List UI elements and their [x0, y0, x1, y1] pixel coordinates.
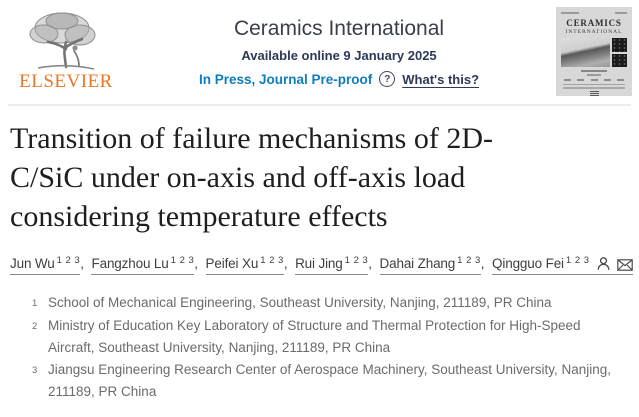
cover-photo-main [561, 38, 610, 67]
author-link-dahai-zhang[interactable]: Dahai Zhang 1 2 3 [379, 255, 481, 275]
affiliation-number: 1 [32, 298, 38, 309]
article-title-line: considering temperature effects [10, 200, 388, 233]
author-separator: , [368, 256, 372, 271]
cover-header-text [561, 12, 627, 14]
author-link-rui-jing[interactable]: Rui Jing 1 2 3 [295, 255, 369, 275]
article-title-line: Transition of failure mechanisms of 2D- [10, 122, 493, 155]
cover-photo [561, 38, 627, 67]
whats-this-link[interactable]: What's this? [402, 71, 480, 87]
author-separator: , [194, 256, 198, 271]
affiliation-text: School of Mechanical Engineering, Southe… [48, 295, 552, 310]
in-press-link[interactable]: In Press, Journal Pre-proof [198, 71, 373, 87]
help-question-icon[interactable]: ? [379, 71, 396, 87]
author-affiliation-sup: 1 2 3 [457, 255, 481, 266]
publication-status-row: In Press, Journal Pre-proof ? What's thi… [122, 71, 556, 87]
author-separator: , [480, 256, 485, 271]
cover-publisher-mark [589, 90, 599, 96]
header-divider [8, 104, 631, 106]
author-affiliation-sup: 1 2 3 [565, 255, 590, 266]
journal-cover-thumbnail[interactable]: CERAMICS INTERNATIONAL [556, 7, 632, 96]
author-link-fangzhou-lu[interactable]: Fangzhou Lu 1 2 3 [91, 255, 195, 275]
affiliation-list: 1 School of Mechanical Engineering, Sout… [0, 292, 639, 403]
author-link-jun-wu[interactable]: Jun Wu 1 2 3 [10, 255, 81, 275]
affiliation-item: 1 School of Mechanical Engineering, Sout… [0, 292, 639, 315]
elsevier-logo[interactable]: ELSEVIER [10, 7, 122, 93]
journal-title-link[interactable]: Ceramics International [233, 17, 445, 40]
author-affiliation-sup: 1 2 3 [170, 255, 195, 266]
author-separator: , [283, 256, 288, 271]
article-title: Transition of failure mechanisms of 2D- … [10, 119, 631, 236]
affiliation-number: 2 [32, 321, 38, 332]
cover-journal-subname: INTERNATIONAL [565, 29, 623, 35]
author-link-peifei-xu[interactable]: Peifei Xu 1 2 3 [205, 255, 284, 275]
author-affiliation-sup: 1 2 3 [344, 255, 369, 266]
journal-banner: ELSEVIER Ceramics International Availabl… [0, 0, 639, 100]
elsevier-wordmark: ELSEVIER [19, 71, 113, 92]
author-link-qingguo-fei[interactable]: Qingguo Fei 1 2 3 [492, 255, 633, 275]
corresponding-author-email-icon[interactable] [616, 259, 633, 271]
author-list: Jun Wu 1 2 3, Fangzhou Lu 1 2 3, Peifei Xu… [10, 255, 639, 275]
available-online-date: Available online 9 January 2025 [241, 48, 437, 63]
author-affiliation-sup: 1 2 3 [260, 255, 284, 266]
affiliation-text: Ministry of Education Key Laboratory of … [48, 318, 581, 355]
affiliation-number: 3 [32, 365, 38, 376]
affiliation-item: 2 Ministry of Education Key Laboratory o… [0, 315, 639, 359]
affiliation-item: 3 Jiangsu Engineering Research Center of… [0, 359, 639, 403]
article-title-line: C/SiC under on-axis and off-axis load [10, 161, 466, 194]
affiliation-text: Jiangsu Engineering Research Center of A… [48, 362, 612, 399]
cover-photo-insets [612, 38, 627, 67]
author-affiliation-sup: 1 2 3 [56, 255, 81, 266]
author-separator: , [80, 256, 84, 271]
cover-fine-print [561, 67, 627, 96]
elsevier-tree-icon [29, 12, 96, 70]
journal-info: Ceramics International Available online … [122, 7, 556, 87]
author-profile-icon[interactable] [596, 256, 611, 271]
cover-journal-name: CERAMICS [566, 18, 622, 28]
